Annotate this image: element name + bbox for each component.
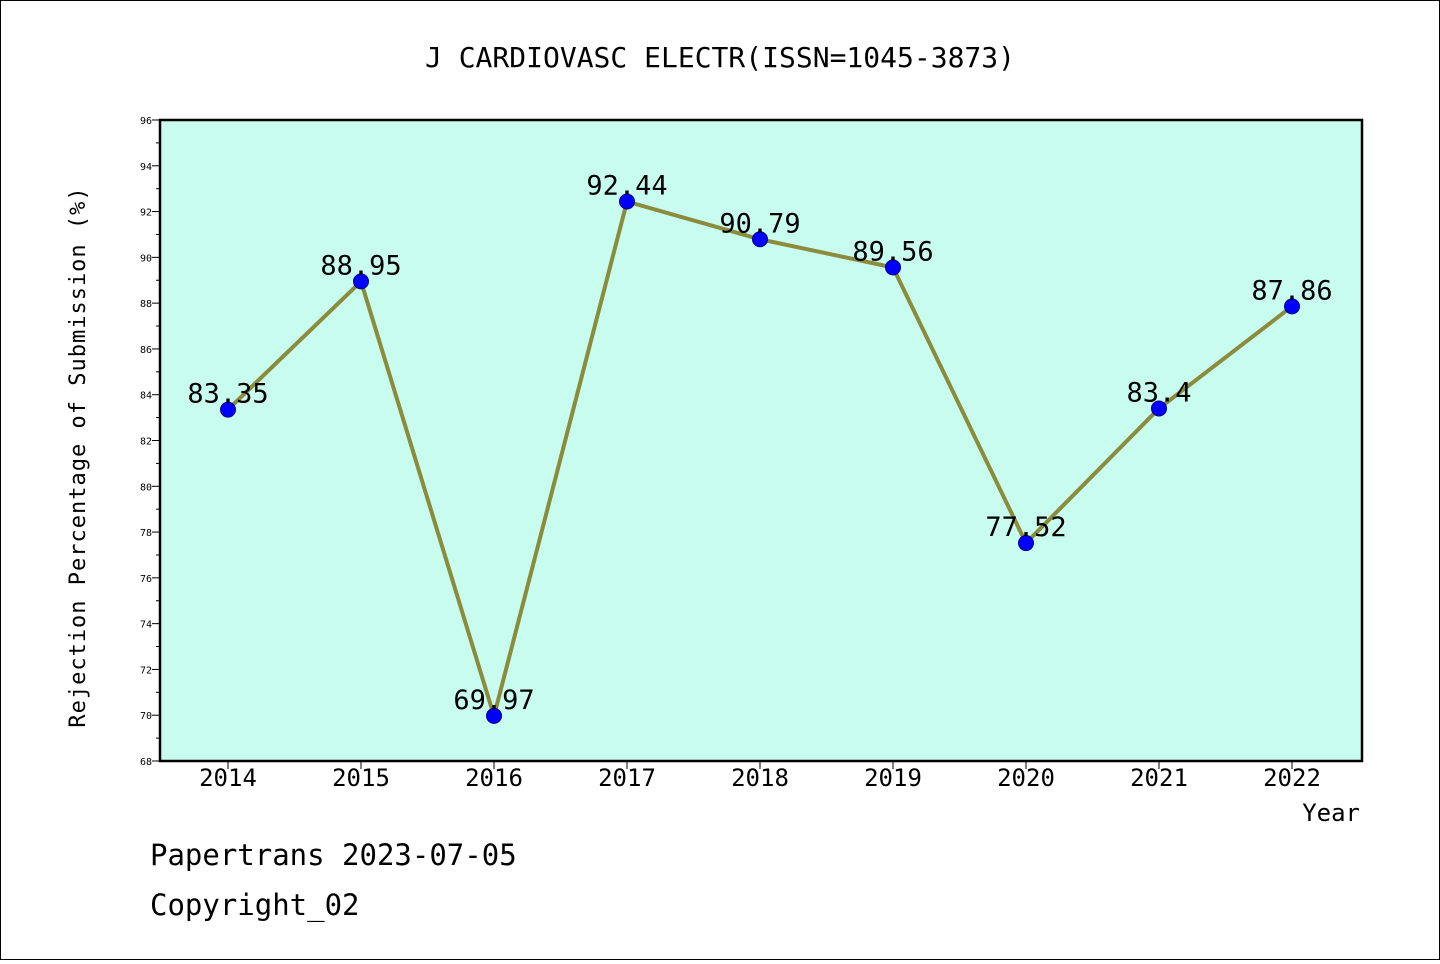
y-tick-label: 82 [140, 437, 152, 448]
data-point [220, 401, 236, 418]
data-point [353, 273, 369, 290]
data-label: 83.35 [187, 379, 268, 410]
data-label: 92.44 [586, 170, 667, 201]
x-tick-label: 2019 [864, 764, 922, 792]
y-tick-label: 92 [140, 208, 152, 219]
data-label: 87.86 [1251, 275, 1332, 306]
data-point [1151, 400, 1167, 417]
y-tick-label: 68 [140, 757, 152, 768]
y-axis-ticks: 68 70 72 74 76 78 80 82 84 86 88 90 92 94 96 [140, 116, 160, 768]
x-tick-label: 2021 [1130, 764, 1188, 792]
data-label: 90.79 [719, 208, 800, 239]
data-point [1284, 298, 1300, 315]
y-tick-label: 74 [140, 620, 152, 631]
x-tick-label: 2020 [997, 764, 1055, 792]
y-tick-label: 84 [140, 391, 152, 402]
x-tick-label: 2016 [465, 764, 523, 792]
data-point [1018, 535, 1034, 552]
data-label: 89.56 [852, 236, 933, 267]
x-tick-label: 2014 [199, 764, 257, 792]
data-point [885, 259, 901, 276]
data-label: 77.52 [985, 512, 1066, 543]
data-point [752, 231, 768, 248]
y-axis-title: Rejection Percentage of Submission (%) [66, 186, 91, 727]
y-tick-label: 96 [140, 116, 152, 127]
y-tick-label: 70 [140, 711, 152, 722]
data-point [619, 193, 635, 210]
x-tick-label: 2017 [598, 764, 656, 792]
plot-area [160, 120, 1362, 761]
footer-watermark: Papertrans 2023-07-05 [150, 838, 517, 872]
x-tick-label: 2018 [731, 764, 789, 792]
data-label: 88.95 [320, 250, 401, 281]
data-label: 83.4 [1126, 377, 1191, 408]
y-tick-label: 94 [140, 162, 152, 173]
x-axis-title: Year [1302, 799, 1360, 827]
x-axis-ticks: 2014 2015 2016 2017 2018 2019 2020 2021 2022 [199, 761, 1321, 792]
data-point [486, 707, 502, 724]
y-tick-label: 78 [140, 528, 152, 539]
y-tick-label: 76 [140, 574, 152, 585]
data-label: 69.97 [453, 685, 534, 716]
y-tick-label: 80 [140, 482, 152, 493]
y-tick-label: 86 [140, 345, 152, 356]
x-tick-label: 2015 [332, 764, 390, 792]
footer-copyright: Copyright_02 [150, 888, 360, 923]
y-tick-label: 90 [140, 253, 152, 264]
marker-layer [220, 193, 1300, 724]
chart-title: J CARDIOVASC ELECTR(ISSN=1045-3873) [425, 41, 1015, 74]
y-tick-label: 88 [140, 299, 152, 310]
x-tick-label: 2022 [1263, 764, 1321, 792]
y-tick-label: 72 [140, 665, 152, 676]
data-label-layer: 83.35 88.95 69.97 92.44 90.79 89.56 77.52 83.4 8… [187, 170, 1332, 715]
